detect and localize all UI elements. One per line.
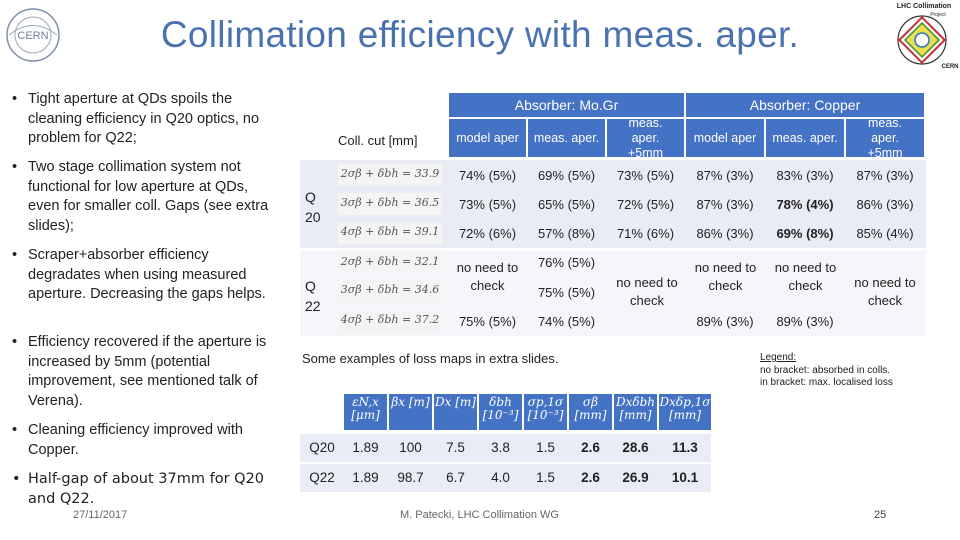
bullet-item: Two stage collimation system not functio… <box>10 158 275 236</box>
lhc-collimation-logo: LHC Collimation Project CERN <box>884 0 960 72</box>
param-cell: 6.7 <box>446 470 465 485</box>
table-cell: 74% (5%) <box>537 314 596 329</box>
col-header: meas. aper. <box>528 119 605 157</box>
table-cell: 71% (6%) <box>616 226 675 241</box>
slide-title: Collimation efficiency with meas. aper. <box>160 14 800 55</box>
formula: 2σβ + δbh = 33.9 <box>338 164 442 186</box>
param-cell: 1.89 <box>352 470 379 485</box>
cern-logo: CERN <box>6 8 60 62</box>
col-header: meas. aper. <box>766 119 844 157</box>
col-header: meas. aper. +5mm <box>846 116 924 160</box>
row-group-q22: Q 22 <box>305 278 321 314</box>
bullet-item: Tight aperture at QDs spoils the cleanin… <box>10 90 275 149</box>
table-cell: 74% (5%) <box>458 168 517 183</box>
table-cell: 87% (3%) <box>696 197 754 212</box>
table-cell: 86% (3%) <box>696 226 754 241</box>
param-cell: 1.89 <box>352 440 379 455</box>
no-need-cell: no need to check <box>854 275 916 308</box>
svg-text:CERN: CERN <box>17 30 48 42</box>
footer-date: 27/11/2017 <box>73 509 128 521</box>
formula: 4σβ + δbh = 37.2 <box>338 310 442 332</box>
q22-param-row-bg <box>300 464 711 492</box>
col-header: model aper <box>449 119 526 157</box>
param-header: εN,x [μm] <box>344 394 387 430</box>
bullet-item: Scraper+absorber efficiency degradates w… <box>10 246 275 305</box>
formula: 4σβ + δbh = 39.1 <box>338 222 442 244</box>
svg-text:Project: Project <box>930 12 946 18</box>
group-header-copper: Absorber: Copper <box>686 93 924 117</box>
param-cell: 98.7 <box>397 470 424 485</box>
table-cell: 83% (3%) <box>776 168 834 183</box>
table-cell: 69% (5%) <box>537 168 596 183</box>
param-cell: 1.5 <box>536 470 555 485</box>
param-cell: 26.9 <box>622 470 649 485</box>
table-cell: 72% (5%) <box>616 197 675 212</box>
table-cell: 76% (5%) <box>537 255 596 270</box>
table-cell: 57% (8%) <box>537 226 596 241</box>
table-cell: 85% (4%) <box>856 226 914 241</box>
legend-line: no bracket: absorbed in colls. <box>760 364 891 376</box>
extra-slides-note: Some examples of loss maps in extra slid… <box>302 351 559 366</box>
formula: 3σβ + δbh = 34.6 <box>338 280 442 302</box>
legend-line: in bracket: max. localised loss <box>760 377 893 388</box>
svg-text:LHC Collimation: LHC Collimation <box>897 3 951 10</box>
table-cell: 86% (3%) <box>856 197 914 212</box>
table-cell-highlight: 69% (8%) <box>776 226 834 241</box>
no-need-cell: no need to check <box>456 260 519 293</box>
legend: Legend: no bracket: absorbed in colls. i… <box>760 352 893 390</box>
bullet-item: Cleaning efficiency improved with Copper… <box>10 421 275 460</box>
no-need-cell: no need to check <box>774 260 837 293</box>
table-cell: 89% (3%) <box>776 314 834 329</box>
param-header: βx [m] <box>389 394 432 430</box>
param-cell: 11.3 <box>672 440 698 455</box>
table-cell: 89% (3%) <box>696 314 754 329</box>
param-row-label: Q20 <box>309 440 335 455</box>
param-header: δbh [10⁻³] <box>479 394 522 430</box>
table-cell: 73% (5%) <box>616 168 675 183</box>
param-cell: 3.8 <box>491 440 510 455</box>
row-group-q20: Q 20 <box>305 189 321 225</box>
param-cell: 2.6 <box>581 470 600 485</box>
svg-text:CERN: CERN <box>941 64 958 70</box>
param-cell: 4.0 <box>491 470 510 485</box>
no-need-cell: no need to check <box>694 260 757 293</box>
param-header: Dxδbh [mm] <box>614 394 657 430</box>
param-cell: 10.1 <box>671 470 699 485</box>
col-header: model aper <box>686 119 764 157</box>
param-cell: 100 <box>399 440 422 455</box>
coll-cut-label: Coll. cut [mm] <box>338 133 418 148</box>
param-header: Dx [m] <box>434 394 477 430</box>
param-header: σβ [mm] <box>569 394 612 430</box>
legend-heading: Legend: <box>760 352 797 363</box>
table-cell: 87% (3%) <box>696 168 754 183</box>
table-cell: 75% (5%) <box>458 314 517 329</box>
table-cell: 65% (5%) <box>537 197 596 212</box>
q20-param-row-bg <box>300 434 711 462</box>
table-cell: 73% (5%) <box>458 197 517 212</box>
col-header: meas. aper. +5mm <box>607 116 684 160</box>
footer-author: M. Patecki, LHC Collimation WG <box>400 509 559 521</box>
table-cell: 75% (5%) <box>537 285 596 300</box>
table-cell-highlight: 78% (4%) <box>776 197 834 212</box>
group-header-mogr: Absorber: Mo.Gr <box>449 93 684 117</box>
param-cell: 28.6 <box>622 440 649 455</box>
param-row-label: Q22 <box>309 470 335 485</box>
param-header: Dxδp,1σ [mm] <box>659 394 711 430</box>
param-cell: 1.5 <box>536 440 555 455</box>
param-header: σp,1σ [10⁻³] <box>524 394 567 430</box>
page-number: 25 <box>874 509 887 521</box>
param-cell: 7.5 <box>446 440 465 455</box>
table-cell: 87% (3%) <box>856 168 914 183</box>
bullet-item: Half-gap of about 37mm for Q20 and Q22. <box>10 470 275 509</box>
formula: 3σβ + δbh = 36.5 <box>338 193 442 215</box>
no-need-cell: no need to check <box>616 275 678 308</box>
bullet-item: Efficiency recovered if the aperture is … <box>10 333 275 411</box>
formula: 2σβ + δbh = 32.1 <box>338 252 442 274</box>
table-cell: 72% (6%) <box>458 226 517 241</box>
param-cell: 2.6 <box>581 440 600 455</box>
